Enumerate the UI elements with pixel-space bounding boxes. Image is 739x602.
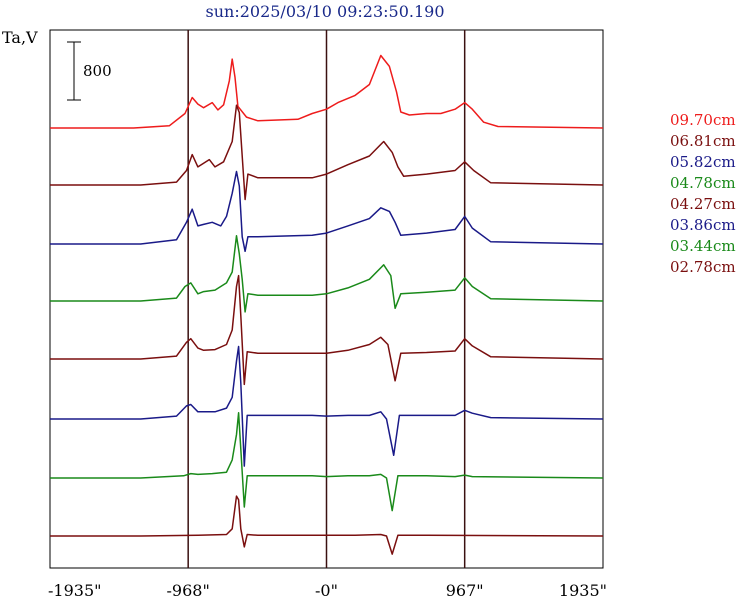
chart-title: sun:2025/03/10 09:23:50.190 bbox=[205, 2, 445, 21]
scale-bar: 800 bbox=[67, 41, 112, 101]
scale-bar-label: 800 bbox=[83, 62, 112, 80]
x-tick-label-1: -968" bbox=[167, 581, 210, 600]
legend-entry-05-82cm: 05.82cm bbox=[670, 153, 736, 171]
series-line-04-78cm bbox=[50, 235, 604, 313]
series-line-03-44cm bbox=[50, 412, 604, 512]
series-line-03-86cm bbox=[50, 345, 604, 467]
legend-entry-03-86cm: 03.86cm bbox=[670, 216, 736, 234]
series-line-04-27cm bbox=[50, 274, 604, 386]
x-tick-labels: -1935" -968" -0" 967" 1935" bbox=[48, 581, 607, 600]
x-tick-label-2: -0" bbox=[315, 581, 338, 600]
x-tick-label-3: 967" bbox=[446, 581, 484, 600]
legend-entry-04-78cm: 04.78cm bbox=[670, 174, 736, 192]
vertical-reference-lines bbox=[187, 30, 466, 568]
series-group bbox=[50, 54, 604, 555]
x-tick-label-0: -1935" bbox=[48, 581, 101, 600]
legend-entry-06-81cm: 06.81cm bbox=[670, 132, 736, 150]
x-tick-label-4: 1935" bbox=[559, 581, 607, 600]
y-axis-label: Ta,V bbox=[2, 28, 38, 47]
legend-entry-03-44cm: 03.44cm bbox=[670, 237, 736, 255]
legend-entry-04-27cm: 04.27cm bbox=[670, 195, 736, 213]
series-line-05-82cm bbox=[50, 170, 604, 253]
legend-entry-02-78cm: 02.78cm bbox=[670, 258, 736, 276]
legend-entry-09-70cm: 09.70cm bbox=[670, 111, 736, 129]
series-line-06-81cm bbox=[50, 104, 604, 201]
series-line-09-70cm bbox=[50, 54, 604, 129]
legend: 09.70cm 06.81cm 05.82cm 04.78cm 04.27cm 03.86… bbox=[670, 110, 736, 278]
series-line-02-78cm bbox=[50, 495, 604, 555]
